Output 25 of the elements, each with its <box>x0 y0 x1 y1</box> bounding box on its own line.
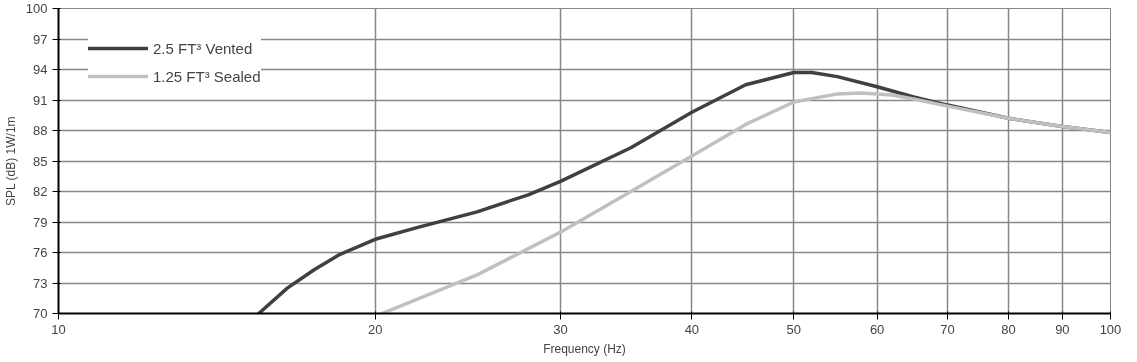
x-tick-label: 30 <box>553 321 568 337</box>
x-tick-label: 80 <box>1001 321 1016 337</box>
x-tick-label: 20 <box>367 321 383 337</box>
y-tick-label: 97 <box>33 31 48 47</box>
y-axis-title: SPL (dB) 1W/1m <box>3 116 18 207</box>
x-tick-label: 90 <box>1055 321 1070 337</box>
x-tick-label: 50 <box>786 321 802 337</box>
y-tick-label: 82 <box>33 184 48 199</box>
y-tick-label: 73 <box>33 275 48 291</box>
y-tick-label: 88 <box>33 123 48 138</box>
y-tick-label: 76 <box>33 245 48 260</box>
y-tick-label: 100 <box>25 1 48 16</box>
y-tick-label: 79 <box>33 214 48 230</box>
x-tick-label: 100 <box>1099 321 1122 337</box>
y-tick-label: 85 <box>33 153 48 169</box>
x-tick-label: 40 <box>684 321 700 337</box>
y-tick-label: 94 <box>33 62 48 77</box>
y-tick-label: 70 <box>33 306 48 321</box>
legend-label: 1.25 FT³ Sealed <box>153 67 261 85</box>
x-tick-label: 10 <box>51 321 66 337</box>
x-tick-label: 70 <box>940 321 955 337</box>
x-axis-title: Frequency (Hz) <box>543 341 626 356</box>
legend-label: 2.5 FT³ Vented <box>153 39 253 57</box>
y-tick-label: 91 <box>33 92 48 108</box>
x-tick-label: 60 <box>869 321 885 337</box>
